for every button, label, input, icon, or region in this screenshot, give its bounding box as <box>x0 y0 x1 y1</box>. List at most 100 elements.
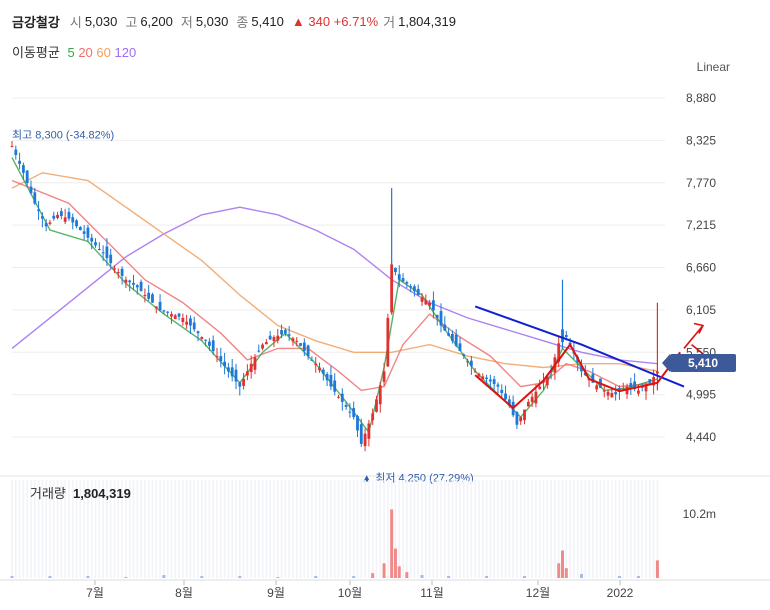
low-label: 저 <box>180 14 193 30</box>
candle-body <box>181 317 185 322</box>
close-label: 종 <box>236 14 249 30</box>
ma-legend-label: 이동평균 <box>12 45 60 60</box>
y-tick-label: 4,440 <box>686 430 716 444</box>
candle-body <box>454 334 458 346</box>
candle-body <box>33 192 37 204</box>
candle-body <box>78 226 82 231</box>
candle-body <box>10 146 14 148</box>
candle-body <box>450 333 454 341</box>
candle-body <box>637 390 640 394</box>
candle-body <box>378 385 382 405</box>
candle-body <box>340 393 344 402</box>
candle-body <box>86 227 90 238</box>
candle-body <box>135 285 139 288</box>
volume-bar <box>485 576 489 578</box>
candle-body <box>63 217 67 222</box>
max-price-annotation: 최고 8,300 (-34.82%) <box>12 128 114 141</box>
candle-body <box>564 334 568 337</box>
candle-body <box>177 313 181 317</box>
volume-bar <box>420 575 424 578</box>
candle-body <box>75 220 78 227</box>
candle-body <box>519 417 523 422</box>
candle-body <box>386 317 390 367</box>
candle-body <box>610 392 614 398</box>
scale-mode-toggle[interactable]: Linear <box>696 60 730 74</box>
candle-body <box>614 392 618 395</box>
x-tick-label: 10월 <box>338 586 362 600</box>
candle-body <box>526 401 530 407</box>
candle-body <box>568 342 572 345</box>
x-tick-label: 9월 <box>267 586 285 600</box>
candle-body <box>435 314 439 318</box>
candle-body <box>67 212 71 219</box>
candle-body <box>18 160 21 164</box>
candle-body <box>367 423 371 439</box>
candle-body <box>523 409 526 421</box>
candle-body <box>230 367 234 377</box>
candle-body <box>473 371 477 373</box>
candle-body <box>602 390 606 392</box>
candle-body <box>359 424 363 444</box>
stock-header: 금강철강 시 5,030 고 6,200 저 5,030 종 5,410 ▲ 3… <box>12 10 464 32</box>
volume-bar <box>238 576 242 578</box>
volume-bar <box>200 576 204 578</box>
candle-body <box>295 340 299 342</box>
candle-body <box>173 315 177 320</box>
candle-body <box>14 149 18 156</box>
candle-body <box>348 411 352 413</box>
candle-body <box>299 343 302 346</box>
candle-body <box>488 379 492 382</box>
candle-body <box>545 376 549 386</box>
current-price-tag-pointer <box>662 353 670 372</box>
candle-body <box>264 342 268 345</box>
candle-body <box>382 371 386 382</box>
candle-body <box>192 322 196 330</box>
candle-body <box>507 399 511 406</box>
candle-body <box>189 318 192 326</box>
volume-bar <box>557 563 561 578</box>
candle-body <box>37 209 40 211</box>
candle-body <box>409 286 413 288</box>
candle-body <box>500 389 504 393</box>
moving-average-legend[interactable]: 이동평균 5 20 60 120 <box>12 42 136 61</box>
candle-body <box>101 252 105 254</box>
volume-bar <box>124 577 128 578</box>
candle-body <box>147 292 151 299</box>
candle-body <box>318 367 321 371</box>
x-tick-label: 2022 <box>607 586 634 600</box>
red-arrow-shaft <box>683 325 704 349</box>
candle-body <box>257 350 261 352</box>
ma60-line <box>11 172 658 372</box>
y-tick-label: 8,325 <box>686 133 716 147</box>
candle-body <box>606 391 610 396</box>
candle-body <box>200 336 204 339</box>
candle-body <box>113 268 116 270</box>
candle-body <box>363 433 367 447</box>
volume-bar <box>636 576 640 578</box>
volume-bar <box>48 576 52 578</box>
candle-body <box>245 371 249 376</box>
red-arrowhead <box>693 322 705 334</box>
ma-60: 60 <box>96 45 111 60</box>
candle-body <box>515 412 519 425</box>
candle-body <box>90 237 94 242</box>
x-tick-label: 7월 <box>86 586 104 600</box>
candle-body <box>109 254 113 264</box>
volume-bar <box>397 566 401 578</box>
low-value: 5,030 <box>195 13 229 29</box>
volume-label: 거 <box>383 14 396 30</box>
y-tick-label: 7,770 <box>686 176 716 190</box>
volume-bar <box>371 573 375 578</box>
ma-5: 5 <box>67 45 75 60</box>
candle-body <box>618 388 621 392</box>
candle-body <box>333 380 337 392</box>
candle-body <box>481 376 485 380</box>
candle-body <box>287 334 291 336</box>
x-tick-label: 8월 <box>175 586 193 600</box>
candle-body <box>644 385 648 392</box>
candle-body <box>40 216 44 219</box>
candle-body <box>314 363 318 366</box>
candle-body <box>458 343 462 351</box>
candle-body <box>356 415 359 431</box>
